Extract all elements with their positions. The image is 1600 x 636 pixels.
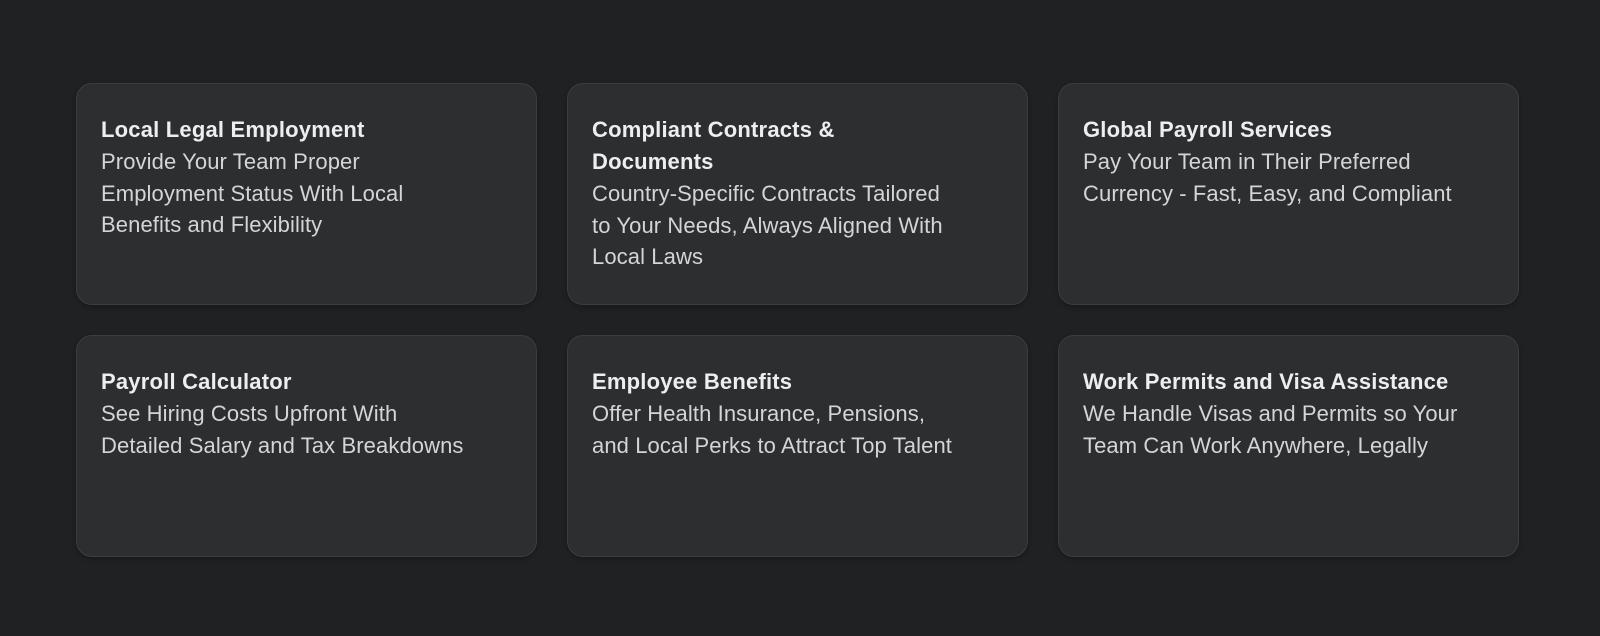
feature-card-global-payroll-services: Global Payroll Services Pay Your Team in… [1058,83,1519,305]
feature-card-work-permits-visa-assistance: Work Permits and Visa Assistance We Hand… [1058,335,1519,557]
card-description: We Handle Visas and Permits so Your Team… [1083,401,1458,458]
feature-card-payroll-calculator: Payroll Calculator See Hiring Costs Upfr… [76,335,537,557]
feature-card-employee-benefits: Employee Benefits Offer Health Insurance… [567,335,1028,557]
card-description: Provide Your Team Proper Employment Stat… [101,149,404,237]
features-grid: Local Legal Employment Provide Your Team… [76,83,1519,557]
card-description: Offer Health Insurance, Pensions, and Lo… [592,401,952,458]
card-description: Country-Specific Contracts Tailored to Y… [592,181,943,269]
card-title: Work Permits and Visa Assistance [1083,369,1449,394]
card-title: Local Legal Employment [101,117,365,142]
card-title: Compliant Contracts & Documents [592,117,835,174]
card-title: Global Payroll Services [1083,117,1333,142]
card-description: Pay Your Team in Their Preferred Currenc… [1083,149,1452,206]
feature-card-local-legal-employment: Local Legal Employment Provide Your Team… [76,83,537,305]
card-description: See Hiring Costs Upfront With Detailed S… [101,401,464,458]
card-title: Employee Benefits [592,369,793,394]
feature-card-compliant-contracts-documents: Compliant Contracts & Documents Country-… [567,83,1028,305]
card-title: Payroll Calculator [101,369,292,394]
